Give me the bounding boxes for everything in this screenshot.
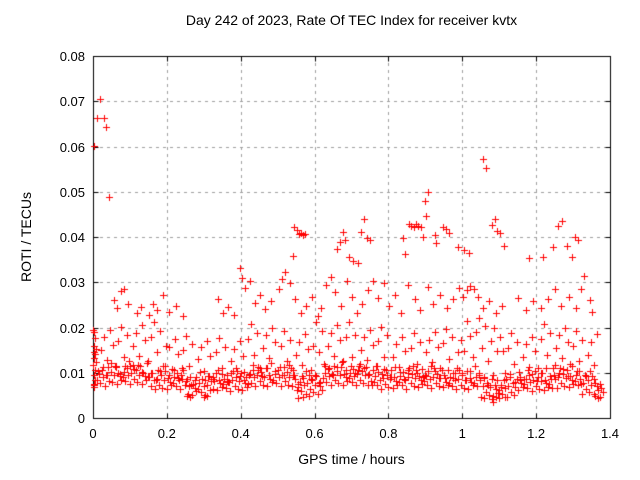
x-tick-label: 0.4 xyxy=(231,426,250,441)
y-tick-label: 0.01 xyxy=(59,365,85,381)
y-tick-label: 0.02 xyxy=(59,320,85,336)
x-tick-label: 1.4 xyxy=(600,426,620,441)
y-tick-label: 0.07 xyxy=(59,94,85,110)
x-axis-label: GPS time / hours xyxy=(298,451,405,467)
x-tick-label: 0.6 xyxy=(305,426,324,441)
x-tick-label: 0.8 xyxy=(379,426,398,441)
y-tick-label: 0.05 xyxy=(59,184,85,200)
chart-title: Day 242 of 2023, Rate Of TEC Index for r… xyxy=(185,12,518,28)
x-tick-label: 1 xyxy=(458,426,466,441)
x-tick-label: 0 xyxy=(89,426,97,441)
y-tick-label: 0.08 xyxy=(59,49,85,64)
x-tick-label: 0.2 xyxy=(157,426,176,441)
y-tick-label: 0.04 xyxy=(59,230,85,245)
y-tick-label: 0.06 xyxy=(59,139,85,155)
x-tick-label: 1.2 xyxy=(527,426,546,441)
y-tick-label: 0.03 xyxy=(59,275,85,291)
y-tick-label: 0 xyxy=(77,411,85,426)
